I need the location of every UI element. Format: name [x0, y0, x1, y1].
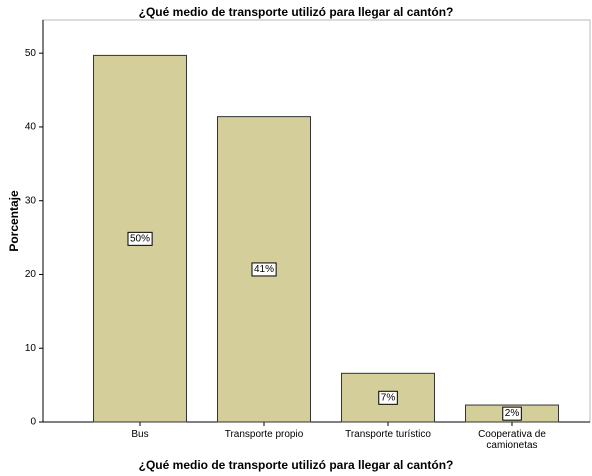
value-label-box — [378, 390, 398, 405]
y-tick-label: 40 — [25, 122, 37, 133]
chart-title: ¿Qué medio de transporte utilizó para ll… — [139, 5, 454, 19]
value-label: 2% — [505, 408, 520, 419]
y-tick-label: 0 — [30, 417, 36, 428]
value-label-box — [251, 262, 277, 277]
y-tick-label: 50 — [25, 48, 37, 59]
x-tick-label: Bus — [131, 429, 149, 440]
value-label-box — [502, 406, 522, 421]
x-tick-label: Cooperativa de camionetas — [478, 429, 546, 451]
value-label: 50% — [130, 233, 150, 244]
value-label: 7% — [381, 392, 396, 403]
y-tick-label: 30 — [25, 195, 37, 206]
y-axis-title: Porcentaje — [7, 190, 21, 252]
x-axis-title: ¿Qué medio de transporte utilizó para ll… — [139, 458, 454, 472]
x-tick-label: Transporte turístico — [345, 429, 431, 440]
y-tick-label: 10 — [25, 343, 37, 354]
value-label: 41% — [254, 264, 274, 275]
value-label-box — [127, 231, 153, 246]
x-tick-label: Transporte propio — [224, 429, 304, 440]
y-tick-label: 20 — [25, 269, 37, 280]
